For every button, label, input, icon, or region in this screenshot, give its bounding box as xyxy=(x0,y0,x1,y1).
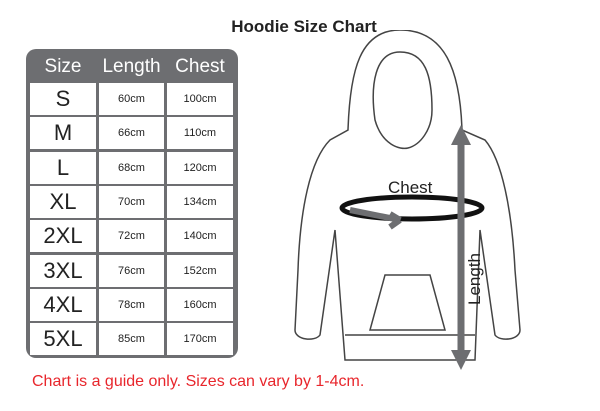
header-chest: Chest xyxy=(175,56,225,77)
cell-chest: 160cm xyxy=(167,288,233,321)
table-row: S 60cm 100cm xyxy=(30,83,234,115)
arrow-up-icon xyxy=(451,125,471,145)
cell-length: 60cm xyxy=(99,83,164,115)
cell-chest: 170cm xyxy=(167,323,233,356)
cell-length: 85cm xyxy=(99,323,164,356)
size-disclaimer: Chart is a guide only. Sizes can vary by… xyxy=(32,373,365,390)
cell-chest: 110cm xyxy=(167,117,233,150)
table-row: XL 70cm 134cm xyxy=(30,185,234,218)
cell-chest: 134cm xyxy=(167,185,233,218)
table-row: M 66cm 110cm xyxy=(30,117,234,150)
cell-chest: 100cm xyxy=(167,83,233,115)
cell-size: 3XL xyxy=(30,254,96,287)
cell-chest: 140cm xyxy=(167,220,233,253)
cell-length: 72cm xyxy=(99,220,164,253)
hoodie-diagram: Chest Length xyxy=(294,30,521,370)
cell-size: 5XL xyxy=(30,323,96,356)
cell-chest: 152cm xyxy=(167,254,233,287)
cell-size: S xyxy=(30,83,96,115)
cell-size: XL xyxy=(30,185,96,218)
size-table: Size Length Chest S 60cm 100cm M 66cm 110cm L 6… xyxy=(26,49,238,358)
header-length: Length xyxy=(102,56,161,77)
cell-size: M xyxy=(30,117,96,150)
header-size: Size xyxy=(44,56,82,77)
table-row: 4XL 78cm 160cm xyxy=(30,288,234,321)
table-row: 3XL 76cm 152cm xyxy=(30,254,234,287)
length-label: Length xyxy=(465,253,484,305)
cell-size: 2XL xyxy=(30,220,96,253)
page-title: Hoodie Size Chart xyxy=(231,17,377,36)
chest-measure-line xyxy=(339,194,485,222)
table-row: 2XL 72cm 140cm xyxy=(30,220,234,253)
cell-length: 76cm xyxy=(99,254,164,287)
table-row: L 68cm 120cm xyxy=(30,151,234,184)
chest-label: Chest xyxy=(388,178,433,197)
table-row: 5XL 85cm 170cm xyxy=(30,323,234,356)
cell-length: 70cm xyxy=(99,185,164,218)
cell-length: 68cm xyxy=(99,151,164,184)
arrow-down-icon xyxy=(451,350,471,370)
cell-chest: 120cm xyxy=(167,151,233,184)
cell-length: 66cm xyxy=(99,117,164,150)
chest-arrow-icon xyxy=(349,207,402,230)
cell-size: L xyxy=(30,151,96,184)
cell-length: 78cm xyxy=(99,288,164,321)
cell-size: 4XL xyxy=(30,288,96,321)
